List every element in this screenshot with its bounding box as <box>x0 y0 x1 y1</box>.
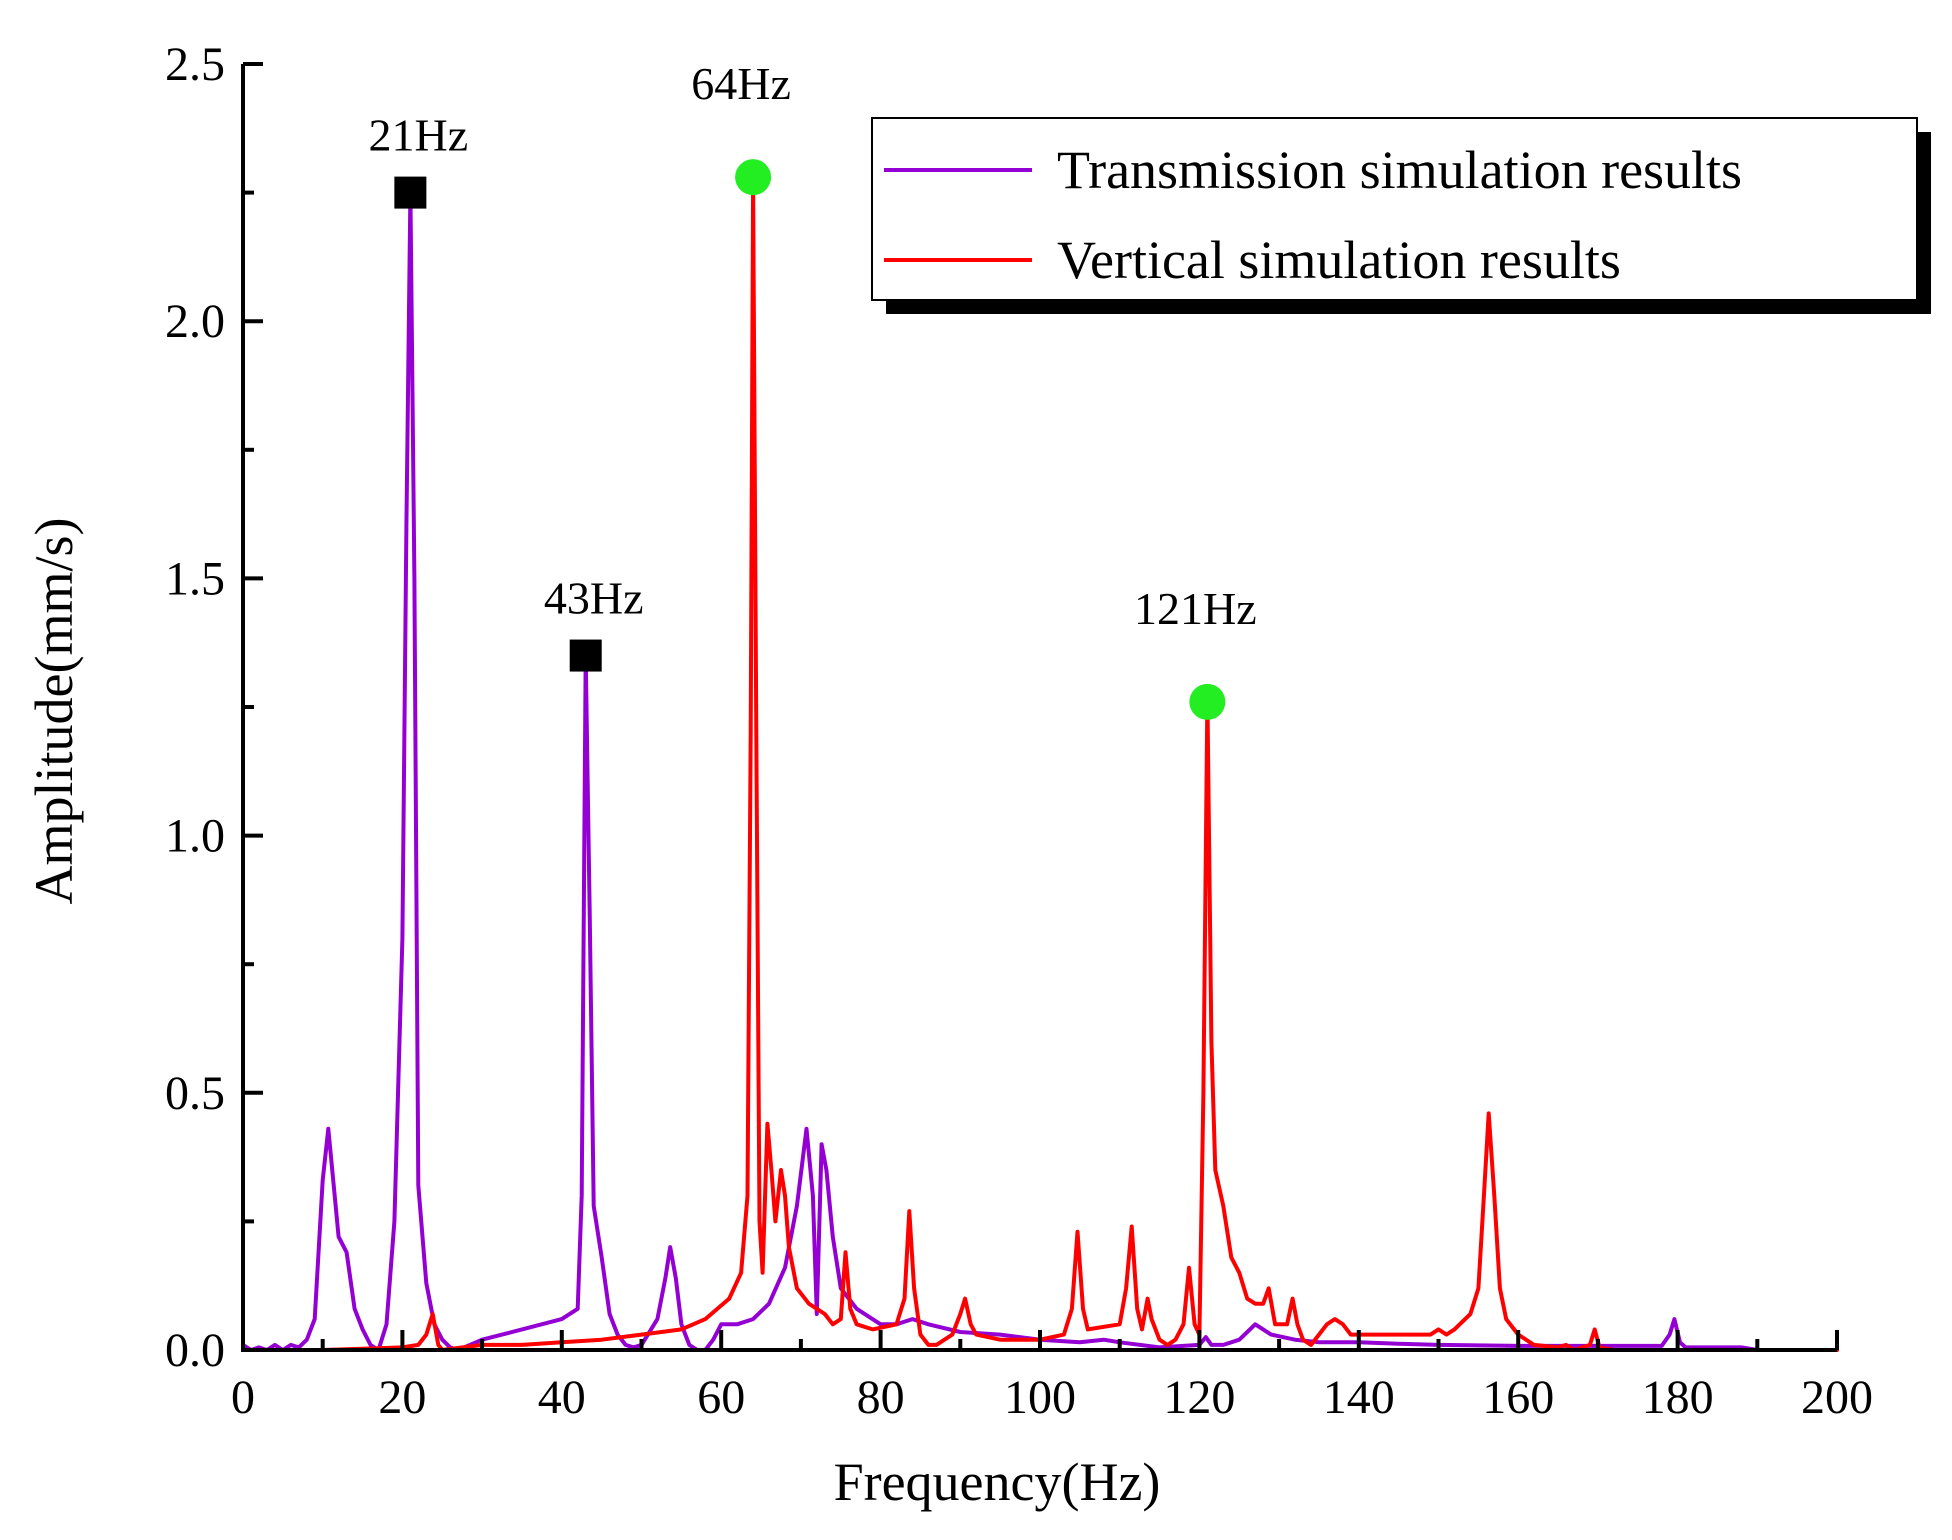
peak-marker-circle <box>735 159 772 196</box>
peak-marker-square <box>569 639 602 672</box>
peak-marker-square <box>394 176 427 209</box>
x-tick-label: 160 <box>1482 1371 1554 1424</box>
y-tick-label: 0.5 <box>165 1067 225 1120</box>
legend: Transmission simulation results Vertical … <box>871 117 1931 314</box>
x-tick-label: 100 <box>1004 1371 1076 1424</box>
y-tick-label: 1.5 <box>165 552 225 605</box>
legend-box <box>871 117 1918 301</box>
x-tick-label: 120 <box>1163 1371 1235 1424</box>
legend-label: Vertical simulation results <box>1057 230 1621 290</box>
y-tick-label: 2.0 <box>165 295 225 348</box>
annotation-layer: 21Hz 43Hz 64Hz 121Hz <box>369 58 1257 720</box>
x-tick-label: 60 <box>697 1371 745 1424</box>
x-tick-label: 40 <box>538 1371 586 1424</box>
y-tick-label: 0.0 <box>165 1324 225 1377</box>
peak-marker-circle <box>1189 683 1226 720</box>
peak-label-21Hz: 21Hz <box>369 110 469 161</box>
y-tick-label: 2.5 <box>165 38 225 91</box>
x-tick-label: 180 <box>1642 1371 1714 1424</box>
x-tick-label: 20 <box>378 1371 426 1424</box>
x-tick-label: 80 <box>857 1371 905 1424</box>
y-axis-label: Amplitude(mm/s) <box>24 518 84 905</box>
peak-label-43Hz: 43Hz <box>544 573 644 624</box>
x-axis-label: Frequency(Hz) <box>834 1452 1161 1512</box>
x-tick-label: 0 <box>231 1371 255 1424</box>
peak-label-121Hz: 121Hz <box>1134 583 1257 634</box>
series-line-vertical <box>241 180 1839 1352</box>
series-line-transmission <box>241 190 1839 1352</box>
series-layer <box>241 180 1839 1352</box>
x-tick-label: 140 <box>1323 1371 1395 1424</box>
axes-layer: 0 20 40 60 80 100 120 140 160 180 200 0.0 0.5 1.0 1.5 2… <box>165 38 1873 1424</box>
legend-label: Transmission simulation results <box>1057 140 1742 200</box>
y-tick-label: 1.0 <box>165 810 225 863</box>
peak-label-64Hz: 64Hz <box>691 58 791 109</box>
x-tick-label: 200 <box>1801 1371 1873 1424</box>
